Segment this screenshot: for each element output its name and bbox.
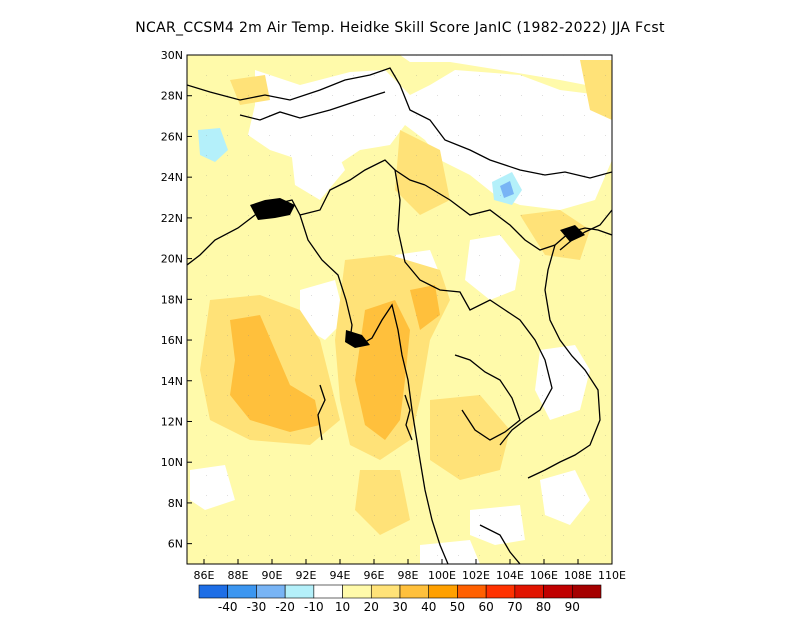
colorbar: -40 -30 -20 -10 10 20 30 40 50 60 70 80 90 xyxy=(198,584,602,614)
x-tick-label: 98E xyxy=(398,569,419,582)
map-title: NCAR_CCSM4 2m Air Temp. Heidke Skill Sco… xyxy=(135,20,665,36)
y-tick-label: 22N xyxy=(161,212,183,225)
colorbar-label: 10 xyxy=(335,600,350,614)
longitude-axis: 86E 88E 90E 92E 94E 96E 98E 100E 102E 104E 106E 108… xyxy=(194,559,626,582)
coastline-borders xyxy=(187,67,612,564)
y-tick-label: 8N xyxy=(168,497,183,510)
y-tick-label: 30N xyxy=(161,49,183,62)
skill-score-field xyxy=(187,55,612,564)
colorbar-swatch xyxy=(485,584,516,599)
colorbar-label: 20 xyxy=(364,600,379,614)
colorbar-swatch xyxy=(256,584,286,599)
colorbar-swatch xyxy=(313,584,343,599)
colorbar-swatch xyxy=(514,584,544,599)
colorbar-label: 60 xyxy=(479,600,494,614)
y-tick-label: 24N xyxy=(161,171,183,184)
colorbar-swatch xyxy=(428,584,458,599)
x-tick-label: 90E xyxy=(262,569,283,582)
colorbar-swatch xyxy=(284,584,315,599)
colorbar-swatch xyxy=(571,584,602,599)
colorbar-label: 30 xyxy=(392,600,407,614)
colorbar-label: 70 xyxy=(507,600,522,614)
colorbar-label: 50 xyxy=(450,600,465,614)
x-tick-label: 106E xyxy=(530,569,558,582)
x-tick-label: 100E xyxy=(428,569,456,582)
y-tick-label: 10N xyxy=(161,456,183,469)
map-frame xyxy=(186,54,613,565)
colorbar-label: -10 xyxy=(304,600,324,614)
y-tick-label: 20N xyxy=(161,253,183,266)
colorbar-label: 80 xyxy=(536,600,551,614)
colorbar-label: 40 xyxy=(421,600,436,614)
x-tick-label: 102E xyxy=(462,569,490,582)
delta-coastline xyxy=(250,198,585,348)
colorbar-swatch xyxy=(399,584,430,599)
y-tick-label: 28N xyxy=(161,90,183,103)
y-tick-label: 18N xyxy=(161,293,183,306)
x-tick-label: 108E xyxy=(564,569,592,582)
x-tick-label: 88E xyxy=(228,569,249,582)
x-tick-label: 86E xyxy=(194,569,215,582)
colorbar-label: 90 xyxy=(565,600,580,614)
y-tick-label: 12N xyxy=(161,415,183,428)
colorbar-label: -20 xyxy=(275,600,295,614)
colorbar-swatch xyxy=(370,584,401,599)
colorbar-swatch xyxy=(227,584,257,599)
colorbar-label: -40 xyxy=(218,600,238,614)
x-tick-label: 110E xyxy=(598,569,626,582)
y-tick-label: 26N xyxy=(161,130,183,143)
x-tick-label: 104E xyxy=(496,569,524,582)
colorbar-swatch xyxy=(457,584,487,599)
y-tick-label: 14N xyxy=(161,375,183,388)
colorbar-swatch xyxy=(198,584,229,599)
colorbar-swatch xyxy=(342,584,372,599)
colorbar-swatch xyxy=(543,584,573,599)
x-tick-label: 92E xyxy=(296,569,317,582)
x-tick-label: 96E xyxy=(364,569,385,582)
y-tick-label: 6N xyxy=(168,538,183,551)
x-tick-label: 94E xyxy=(330,569,351,582)
latitude-axis: 6N 8N 10N 12N 14N 16N 18N 20N 22N 24N 26N 28N 30N xyxy=(161,49,192,551)
colorbar-label: -30 xyxy=(247,600,267,614)
y-tick-label: 16N xyxy=(161,334,183,347)
